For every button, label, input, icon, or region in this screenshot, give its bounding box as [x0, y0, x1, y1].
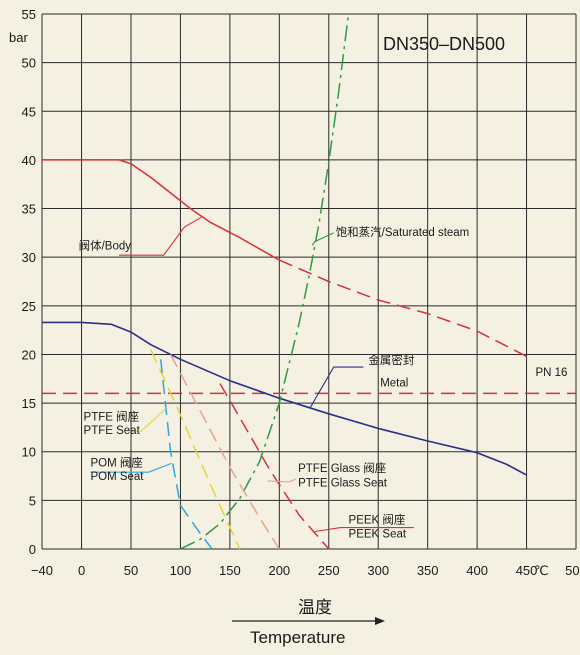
x-unit-label: ℃ — [534, 563, 549, 578]
x-tick-label: 0 — [78, 563, 85, 578]
annotation-ptfe_cn: PTFE 阀座 — [84, 410, 140, 424]
series-line-ptfe — [150, 349, 241, 550]
annotation-pn16: PN 16 — [535, 367, 567, 379]
annotation-ptfeg_cn: PTFE Glass 阀座 — [298, 461, 386, 475]
y-tick-label: 50 — [22, 56, 36, 71]
annotation-leader-body — [119, 216, 202, 256]
annotation-pom_cn: POM 阀座 — [90, 455, 142, 469]
y-tick-label: 35 — [22, 202, 36, 217]
x-tick-label: 350 — [417, 563, 439, 578]
annotation-body: 阀体/Body — [79, 238, 132, 252]
y-tick-label: 30 — [22, 250, 36, 265]
y-tick-label: 45 — [22, 104, 36, 119]
x-tick-label: 500 — [565, 563, 580, 578]
annotation-pom_en: POM Seat — [90, 471, 144, 483]
tick-labels: −40 0 50 100 150 200 250 300 350 400 450 500 0 5 10 15 2… — [22, 7, 580, 578]
annotation-ptfeg_en: PTFE Glass Seat — [298, 478, 388, 490]
annotation-peek_cn: PEEK 阀座 — [349, 513, 406, 527]
annotations: 阀体/Body 饱和蒸汽/Saturated steam 金属密封 Metal PN 1… — [79, 216, 567, 540]
y-tick-label: 10 — [22, 445, 36, 460]
y-tick-label: 40 — [22, 153, 36, 168]
y-unit-label: bar — [9, 30, 28, 45]
y-tick-label: 20 — [22, 347, 36, 362]
annotation-leader-steam — [311, 232, 334, 246]
series-lines — [42, 12, 576, 550]
x-axis-arrow-head — [375, 617, 385, 625]
x-tick-label: 300 — [367, 563, 389, 578]
x-axis-label-cn: 温度 — [298, 598, 332, 617]
x-tick-label: 400 — [466, 563, 488, 578]
y-tick-label: 0 — [29, 542, 36, 557]
annotation-leader-ptfeg_en — [267, 478, 297, 483]
chart-title: DN350–DN500 — [383, 34, 505, 54]
annotation-ptfe_en: PTFE Seat — [84, 425, 141, 437]
x-axis-label-en: Temperature — [250, 628, 345, 647]
x-tick-label: 100 — [170, 563, 192, 578]
x-tick-label: 250 — [318, 563, 340, 578]
y-tick-label: 15 — [22, 396, 36, 411]
series-line-body — [279, 259, 527, 358]
x-tick-label: 450 — [516, 563, 538, 578]
annotation-steam: 饱和蒸汽/Saturated steam — [336, 225, 470, 239]
annotation-leader-pom_en — [90, 462, 172, 473]
annotation-metal_en: Metal — [380, 378, 408, 390]
annotation-leader-metal_cn — [309, 366, 364, 409]
series-line-peek — [219, 383, 330, 550]
y-tick-label: 55 — [22, 7, 36, 22]
series-line-ptfe_glass — [169, 354, 280, 550]
series-line-body — [42, 159, 280, 261]
annotation-leader-ptfe_en — [129, 408, 166, 432]
annotation-metal_cn: 金属密封 — [368, 353, 414, 367]
x-tick-label: −40 — [31, 563, 53, 578]
x-tick-label: 50 — [124, 563, 138, 578]
y-tick-label: 5 — [29, 493, 36, 508]
series-line-metal — [42, 321, 527, 476]
y-tick-label: 25 — [22, 299, 36, 314]
series-line-pom — [159, 359, 213, 550]
x-tick-label: 200 — [268, 563, 290, 578]
annotation-leader-peek_en — [314, 527, 414, 533]
x-tick-label: 150 — [219, 563, 241, 578]
grid — [41, 13, 577, 550]
annotation-peek_en: PEEK Seat — [349, 528, 407, 540]
series-line-steam — [180, 12, 350, 550]
